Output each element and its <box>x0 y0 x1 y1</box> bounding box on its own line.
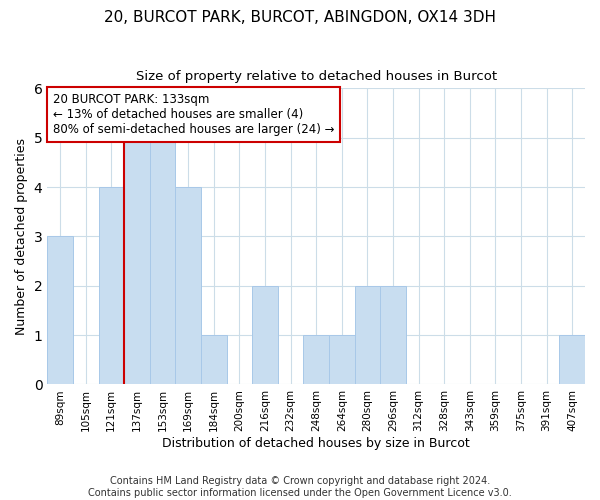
Bar <box>201 335 227 384</box>
Bar <box>98 187 124 384</box>
Bar <box>355 286 380 384</box>
Bar <box>175 187 201 384</box>
X-axis label: Distribution of detached houses by size in Burcot: Distribution of detached houses by size … <box>162 437 470 450</box>
Bar <box>47 236 73 384</box>
Bar <box>252 286 278 384</box>
Bar <box>380 286 406 384</box>
Title: Size of property relative to detached houses in Burcot: Size of property relative to detached ho… <box>136 70 497 83</box>
Text: 20, BURCOT PARK, BURCOT, ABINGDON, OX14 3DH: 20, BURCOT PARK, BURCOT, ABINGDON, OX14 … <box>104 10 496 25</box>
Bar <box>124 138 150 384</box>
Bar <box>329 335 355 384</box>
Text: Contains HM Land Registry data © Crown copyright and database right 2024.
Contai: Contains HM Land Registry data © Crown c… <box>88 476 512 498</box>
Text: 20 BURCOT PARK: 133sqm
← 13% of detached houses are smaller (4)
80% of semi-deta: 20 BURCOT PARK: 133sqm ← 13% of detached… <box>53 93 334 136</box>
Bar <box>559 335 585 384</box>
Y-axis label: Number of detached properties: Number of detached properties <box>15 138 28 335</box>
Bar <box>150 138 175 384</box>
Bar <box>304 335 329 384</box>
